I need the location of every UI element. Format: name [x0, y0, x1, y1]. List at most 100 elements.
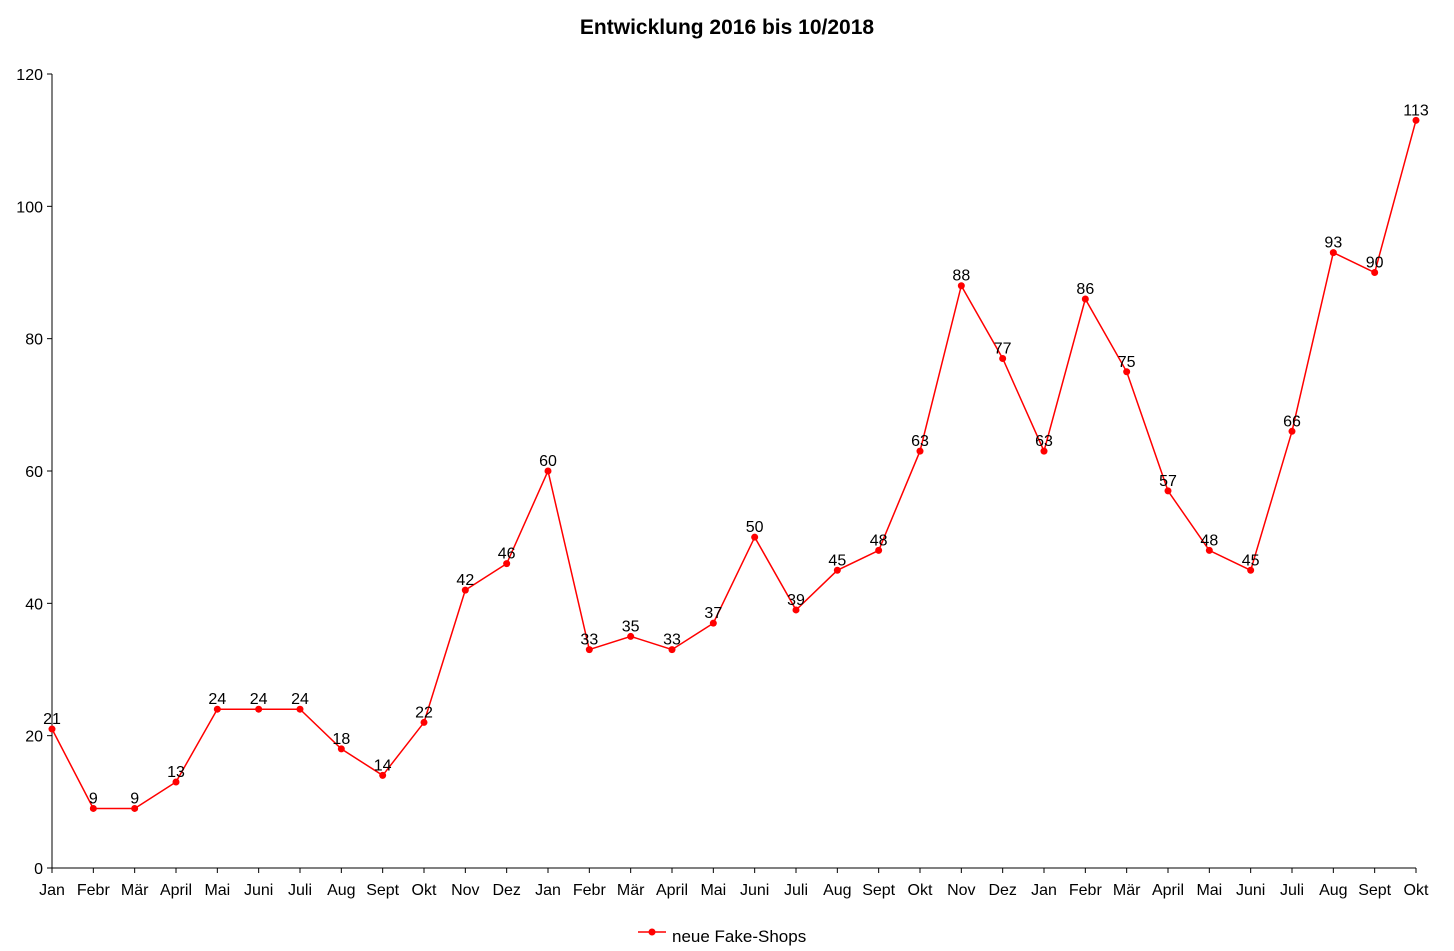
- data-label: 63: [911, 433, 929, 450]
- data-label: 33: [580, 632, 598, 649]
- data-point: [792, 606, 800, 614]
- data-point: [1412, 116, 1420, 124]
- data-point: [420, 718, 428, 726]
- legend-label: neue Fake-Shops: [672, 927, 806, 946]
- y-tick-label: 120: [16, 67, 43, 84]
- data-point: [627, 632, 635, 640]
- x-tick-label: Dez: [988, 882, 1016, 899]
- data-point: [503, 560, 511, 568]
- data-point: [48, 725, 56, 733]
- x-tick-label: Mai: [700, 882, 726, 899]
- data-label: 60: [539, 453, 557, 470]
- data-label: 48: [1200, 532, 1218, 549]
- data-point: [544, 467, 552, 475]
- x-tick-label: Juli: [1280, 882, 1304, 899]
- x-tick-label: Mär: [1113, 882, 1141, 899]
- x-tick-label: Juni: [244, 882, 273, 899]
- x-tick-label: Juli: [784, 882, 808, 899]
- data-label: 22: [415, 704, 433, 721]
- y-tick-label: 60: [25, 464, 43, 481]
- data-label: 13: [167, 764, 185, 781]
- data-label: 113: [1403, 102, 1429, 119]
- x-tick-label: Sept: [1358, 882, 1391, 899]
- data-label: 9: [89, 790, 98, 807]
- series-line: [51, 120, 1417, 810]
- data-label: 35: [622, 618, 640, 635]
- data-point: [89, 804, 97, 812]
- data-label: 46: [498, 546, 516, 563]
- data-point: [213, 705, 221, 713]
- data-label: 57: [1159, 473, 1177, 490]
- x-tick-label: Okt: [412, 882, 437, 899]
- x-tick-label: Aug: [823, 882, 851, 899]
- x-tick-label: Jan: [1031, 882, 1057, 899]
- data-point: [999, 355, 1007, 363]
- x-tick-label: Dez: [492, 882, 520, 899]
- data-points: [48, 116, 1420, 812]
- data-label: 50: [746, 519, 764, 536]
- data-point: [875, 546, 883, 554]
- data-point: [668, 646, 676, 654]
- x-tick-label: April: [160, 882, 192, 899]
- data-label: 39: [787, 592, 805, 609]
- y-tick-label: 100: [16, 199, 43, 216]
- data-label: 75: [1118, 354, 1136, 371]
- data-point: [296, 705, 304, 713]
- series-polyline: [51, 120, 1417, 810]
- data-label: 86: [1076, 281, 1094, 298]
- data-label: 42: [456, 572, 474, 589]
- data-point: [1040, 447, 1048, 455]
- x-tick-label: Jan: [535, 882, 561, 899]
- data-point: [916, 447, 924, 455]
- data-point: [337, 745, 345, 753]
- data-label: 63: [1035, 433, 1053, 450]
- x-tick-label: Juni: [1236, 882, 1265, 899]
- data-label: 45: [1242, 552, 1260, 569]
- x-tick-label: Febr: [77, 882, 111, 899]
- x-tick-label: Okt: [1404, 882, 1429, 899]
- data-label: 66: [1283, 413, 1301, 430]
- data-label: 24: [291, 691, 309, 708]
- data-point: [255, 705, 263, 713]
- data-label: 37: [704, 605, 722, 622]
- data-point: [585, 646, 593, 654]
- data-point: [1288, 427, 1296, 435]
- data-point: [461, 586, 469, 594]
- data-point: [957, 282, 965, 290]
- axes: 0 20 40 60 80 100 120 Jan Febr Mär April Mai Juni Jul…: [16, 67, 1429, 899]
- y-tick-label: 20: [25, 729, 43, 746]
- data-point: [1081, 295, 1089, 303]
- y-tick-label: 40: [25, 596, 43, 613]
- x-tick-label: Jan: [39, 882, 65, 899]
- x-tick-label: Nov: [947, 882, 975, 899]
- x-tick-label: Mär: [617, 882, 645, 899]
- x-tick-label: Juni: [740, 882, 769, 899]
- data-point: [1329, 249, 1337, 257]
- data-label: 48: [870, 532, 888, 549]
- data-label: 24: [250, 691, 268, 708]
- x-tick-label: Febr: [1069, 882, 1103, 899]
- data-point: [1123, 368, 1131, 376]
- x-tick-label: Juli: [288, 882, 312, 899]
- data-label: 77: [994, 341, 1012, 358]
- x-tick-label: April: [1152, 882, 1184, 899]
- data-point: [1205, 546, 1213, 554]
- x-tick-label: Mai: [1196, 882, 1222, 899]
- x-tick-label: Sept: [862, 882, 895, 899]
- data-label: 14: [374, 757, 392, 774]
- x-tick-label: Sept: [366, 882, 399, 899]
- data-label: 21: [43, 711, 61, 728]
- chart-title: Entwicklung 2016 bis 10/2018: [580, 16, 874, 39]
- data-point: [379, 771, 387, 779]
- x-tick-label: Okt: [908, 882, 933, 899]
- data-point: [751, 533, 759, 541]
- x-tick-label: Mai: [204, 882, 230, 899]
- x-tick-label: Febr: [573, 882, 607, 899]
- x-tick-label: Aug: [327, 882, 355, 899]
- data-label: 18: [332, 731, 350, 748]
- data-label: 33: [663, 632, 681, 649]
- data-labels: 21 9 9 13 24 24 24 18 14 22 42 46 60 33 35 33 37 50 39 45 48…: [43, 102, 1429, 807]
- x-tick-label: Mär: [121, 882, 149, 899]
- data-label: 93: [1324, 235, 1342, 252]
- legend: neue Fake-Shops: [638, 927, 806, 946]
